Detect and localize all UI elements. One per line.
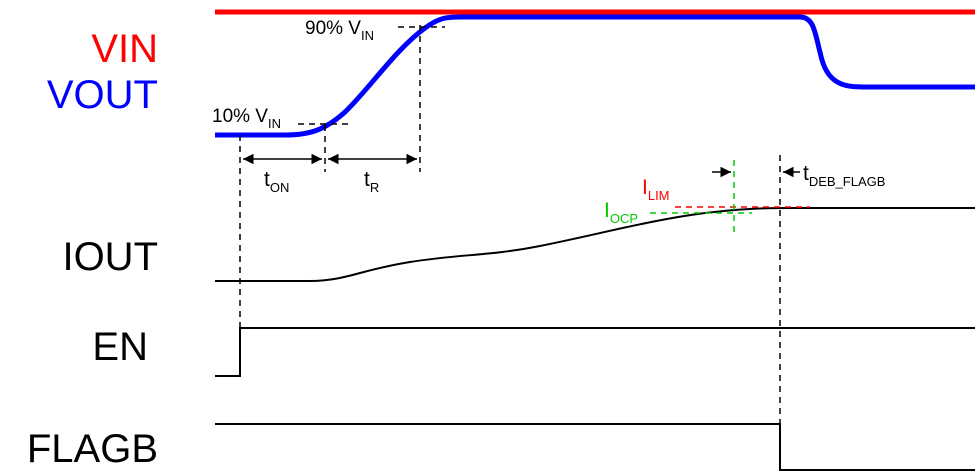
t-r-label: tR <box>364 168 379 195</box>
vout-label: VOUT <box>47 73 158 117</box>
iout-label: IOUT <box>62 235 158 279</box>
i-lim-label: ILIM <box>642 176 670 203</box>
t-on-label: tON <box>264 168 289 195</box>
vin-label: VIN <box>91 27 158 71</box>
pct90-label: 90% VIN <box>305 18 374 43</box>
en-trace <box>215 327 975 377</box>
vout-trace <box>215 14 975 138</box>
flagb-label: FLAGB <box>27 427 158 471</box>
en-label: EN <box>92 325 148 369</box>
pct10-label: 10% VIN <box>212 106 281 131</box>
t-deb-label: tDEB_FLAGB <box>803 162 885 189</box>
i-ocp-label: IOCP <box>604 199 638 226</box>
flagb-trace <box>215 423 975 471</box>
iout-trace <box>215 207 975 282</box>
